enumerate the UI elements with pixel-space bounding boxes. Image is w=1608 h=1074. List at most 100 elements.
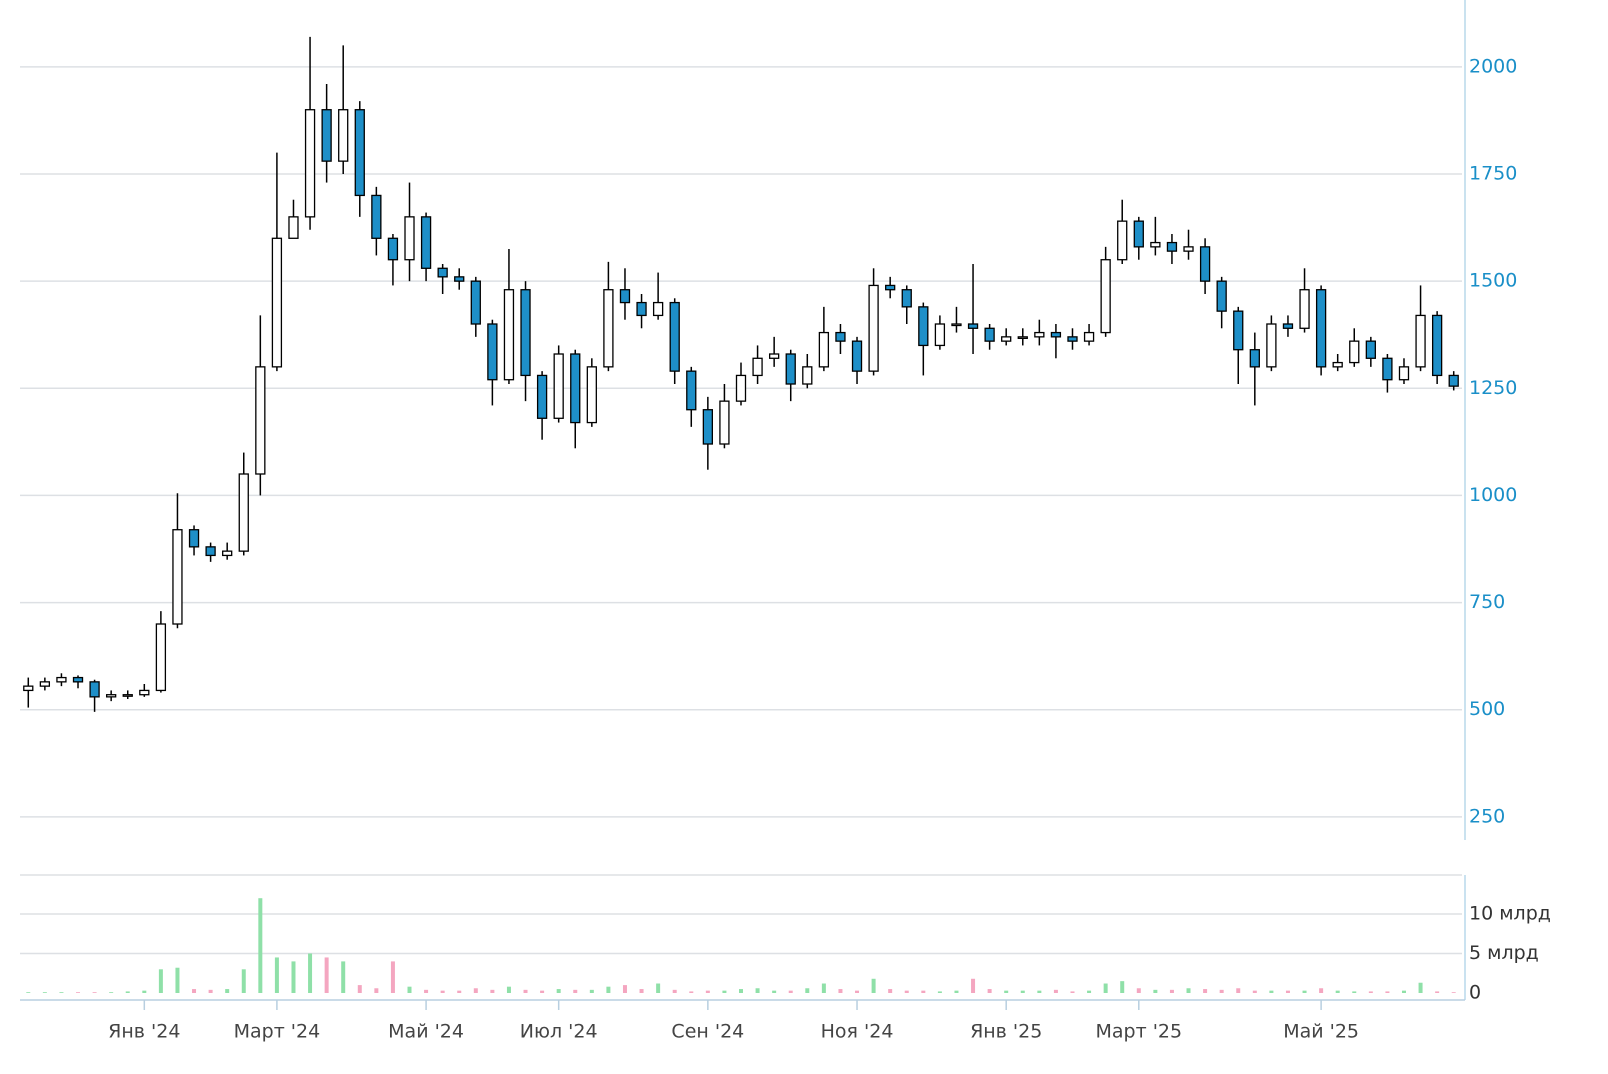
candle-body [536, 374, 548, 419]
candle-body [951, 323, 962, 327]
volume-bar [871, 978, 876, 993]
y-tick-label: 1250 [1469, 377, 1517, 399]
candle-body [1233, 310, 1244, 351]
volume-bar [192, 989, 197, 993]
volume-bar [838, 989, 843, 993]
candle-body [371, 194, 382, 239]
volume-bar [258, 898, 263, 993]
volume-bar [291, 961, 296, 993]
volume-bar [158, 969, 163, 993]
candle-body [570, 353, 581, 424]
candle-body [1034, 331, 1045, 338]
candle-body [735, 374, 747, 402]
volume-bar [76, 992, 81, 993]
volume-bar [722, 990, 727, 993]
candle-body [420, 216, 432, 269]
candle-body [851, 340, 863, 372]
candle-body [818, 331, 830, 368]
candle-body [404, 216, 415, 261]
x-tick-label: Янв '25 [970, 1021, 1042, 1043]
candle-body [122, 694, 133, 697]
volume-bar [672, 989, 677, 993]
volume-bar [1401, 990, 1406, 993]
candle-body [39, 681, 51, 687]
candle-body [1282, 323, 1294, 329]
volume-bar [374, 988, 379, 993]
volume-bar [1269, 990, 1274, 993]
candle-body [1166, 241, 1178, 252]
volume-bar [639, 989, 644, 993]
x-tick-label: Май '24 [388, 1021, 464, 1043]
volume-bar [1087, 990, 1092, 993]
y-tick-label: 1500 [1469, 270, 1517, 292]
candle-body [1100, 259, 1111, 334]
volume-bar [904, 990, 909, 993]
candle-body [487, 323, 498, 381]
candle-body [1332, 361, 1343, 368]
candle-body [553, 353, 564, 419]
volume-bar [1352, 991, 1357, 993]
candle-body [321, 109, 332, 162]
candle-body [752, 357, 763, 377]
candle-body [719, 400, 730, 445]
candle-body [1299, 289, 1310, 329]
volume-bar [589, 989, 594, 993]
volume-bar [142, 990, 147, 993]
volume-bar [1153, 989, 1158, 993]
candle-body [139, 689, 150, 696]
candle-body [437, 267, 448, 278]
volume-bar [473, 988, 478, 993]
candle-body [1431, 314, 1443, 377]
volume-bar [390, 961, 395, 993]
candle-body [338, 109, 349, 162]
volume-bar [308, 953, 313, 993]
candle-body [1017, 336, 1028, 340]
volume-bar [523, 989, 528, 993]
volume-bar [821, 983, 826, 993]
volume-bar [341, 961, 346, 993]
candle-body [1001, 336, 1012, 342]
candle-body [1349, 340, 1360, 364]
x-tick-label: Март '24 [234, 1021, 321, 1043]
volume-bar [1004, 990, 1009, 993]
x-tick-label: Май '25 [1283, 1021, 1359, 1043]
volume-bar [225, 989, 230, 993]
candle-body [901, 289, 912, 308]
candle-body [503, 289, 515, 381]
volume-bar [805, 988, 810, 993]
volume-bar [788, 990, 793, 993]
volume-bar [59, 992, 64, 993]
volume-bar [42, 992, 47, 993]
volume-bar [1203, 989, 1208, 993]
y-tick-label: 750 [1469, 591, 1505, 613]
volume-bar [573, 989, 578, 993]
candle-body [205, 546, 216, 557]
candle-body [470, 280, 481, 325]
volume-bar [1335, 990, 1340, 993]
candle-body [586, 366, 597, 424]
candle-body [255, 366, 266, 475]
x-tick-label: Сен '24 [671, 1021, 744, 1043]
volume-bar [1236, 988, 1241, 993]
y-tick-label: 500 [1469, 698, 1505, 720]
candle-body [72, 676, 84, 683]
volume-bar [1053, 989, 1058, 993]
volume-bar [689, 991, 694, 993]
candle-body [1216, 280, 1227, 312]
candle-body [1315, 289, 1327, 368]
volume-bar [540, 990, 545, 993]
candle-body [172, 529, 183, 625]
y-tick-label: 1750 [1469, 163, 1517, 185]
candle-body [1183, 246, 1194, 252]
y-tick-label: 250 [1469, 805, 1505, 827]
volume-bar [506, 986, 511, 993]
volume-bar [606, 986, 611, 993]
volume-bar [739, 989, 743, 993]
volume-bar [622, 985, 627, 993]
candle-body [885, 284, 896, 291]
volume-bar [1319, 988, 1324, 993]
candle-body [802, 366, 813, 385]
candle-body [1199, 246, 1211, 282]
candle-body [918, 306, 929, 347]
candle-body [669, 301, 680, 372]
